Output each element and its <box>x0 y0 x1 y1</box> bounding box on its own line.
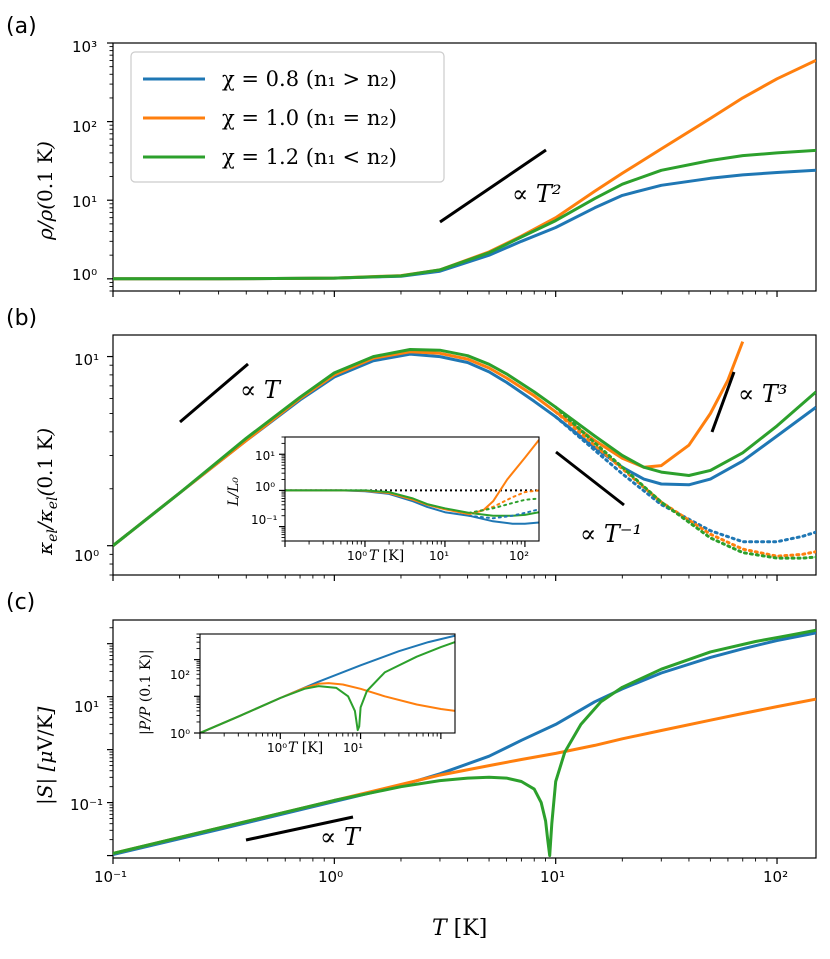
inset-b-series-3 <box>468 508 539 520</box>
panel-b-series-5 <box>554 405 816 560</box>
panel-b-ticks <box>107 355 778 581</box>
legend-label-0: χ = 0.8 (n₁ > n₂) <box>222 67 397 91</box>
panel-c-series-2 <box>113 628 816 858</box>
slope-line-tm1 <box>555 450 625 507</box>
annotation-prop-t3: ∝ T³ <box>738 380 788 408</box>
panel-label-b: (b) <box>6 306 37 331</box>
y-tick-a-3: 10³ <box>72 38 97 56</box>
panel-c-frame <box>112 619 817 859</box>
panel-label-c: (c) <box>6 590 35 615</box>
inset-b-x-tick-1: 10¹ <box>429 549 449 563</box>
y-tick-c-1: 10⁻¹ <box>70 796 103 814</box>
y-label-a: ρ/ρ(0.1 K) <box>33 141 57 241</box>
inset-c-y-tick-1: 10⁰ <box>170 727 190 741</box>
slope-line-t2 <box>439 148 547 224</box>
inset-c-x-tick-1: 10¹ <box>343 741 363 755</box>
inset-b-ticks <box>279 436 526 547</box>
panel-b-series-4 <box>554 410 816 558</box>
panel-label-a: (a) <box>6 14 37 39</box>
panel-b-frame <box>112 334 817 576</box>
y-tick-c-0: 10¹ <box>74 698 99 716</box>
inset-b-y-tick-0: 10¹ <box>255 449 275 463</box>
panel-a-series-2 <box>113 148 816 281</box>
inset-b-x-tick-0: 10⁰ <box>347 549 367 563</box>
inset-b-series-5 <box>468 497 539 514</box>
inset-b-x-label: T [K] <box>369 548 404 564</box>
y-tick-b-0: 10⁰ <box>74 547 99 565</box>
y-tick-a-0: 10⁰ <box>72 266 97 284</box>
inset-b-frame <box>284 436 540 542</box>
panel-a-frame <box>112 42 817 292</box>
x-tick-2: 10¹ <box>540 868 565 886</box>
panel-a-lines <box>113 59 816 281</box>
annotation-prop-t2: ∝ T² <box>512 180 562 208</box>
panel-b: ∝ T ∝ T³ ∝ T⁻¹ 10⁰ 10¹ κel/κel(0.1 K) 10… <box>33 334 817 581</box>
inset-c-lines <box>200 634 455 733</box>
y-label-c: |S| [μV/K] <box>33 707 58 805</box>
panel-a-ticks <box>107 42 778 297</box>
panel-b-series-3 <box>554 415 816 544</box>
x-tick-1: 10⁰ <box>318 868 343 886</box>
legend-label-2: χ = 1.2 (n₁ < n₂) <box>222 145 397 169</box>
legend-box <box>130 51 445 183</box>
inset-b-y-tick-2: 10⁻¹ <box>251 513 278 527</box>
inset-b-series-2 <box>285 489 539 517</box>
inset-c-x-tick-0: 10⁰ <box>267 741 287 755</box>
inset-c-ticks <box>194 633 442 739</box>
slope-line-c-t <box>245 815 354 842</box>
inset-b: 10¹ 10⁰ 10⁻¹ L/L₀ 10⁰ T [K] 10¹ 10² <box>226 436 540 564</box>
slope-line-t <box>179 362 249 424</box>
panel-b-lines <box>113 341 816 560</box>
annotation-prop-tm1: ∝ T⁻¹ <box>580 520 642 548</box>
annotation-prop-t: ∝ T <box>240 376 282 404</box>
x-tick-0: 10⁻¹ <box>94 868 127 886</box>
y-tick-a-1: 10¹ <box>72 193 97 211</box>
inset-b-y-tick-1: 10⁰ <box>255 480 275 494</box>
annotation-c-prop-t: ∝ T <box>320 823 362 851</box>
inset-c-y-tick-0: 10² <box>170 668 190 682</box>
panel-c-lines <box>113 628 816 858</box>
inset-c-y-label: |P/P (0.1 K)| <box>138 649 154 735</box>
inset-b-lines <box>285 439 539 525</box>
slope-line-t3 <box>710 371 736 433</box>
inset-c-x-label: T [K] <box>288 740 323 756</box>
inset-b-series-4 <box>468 489 539 516</box>
inset-c-series-2 <box>200 641 455 733</box>
x-tick-3: 10² <box>763 868 788 886</box>
panel-a: ∝ T² 10⁰ 10¹ 10² 10³ ρ/ρ(0.1 K) χ = 0.8 … <box>33 38 817 297</box>
panel-c: ∝ T 10¹ 10⁻¹ |S| [μV/K] 10² 10⁰ |P/P (0.… <box>33 619 817 941</box>
legend-label-1: χ = 1.0 (n₁ = n₂) <box>222 106 397 130</box>
inset-c: 10² 10⁰ |P/P (0.1 K)| 10⁰ T [K] 10¹ <box>138 633 456 756</box>
inset-b-x-tick-2: 10² <box>509 549 529 563</box>
panel-c-ticks <box>107 627 778 864</box>
x-label: T [K] <box>432 916 487 941</box>
legend: χ = 0.8 (n₁ > n₂) χ = 1.0 (n₁ = n₂) χ = … <box>130 51 445 183</box>
y-tick-b-1: 10¹ <box>74 351 99 369</box>
panel-b-series-2 <box>113 348 816 547</box>
inset-b-y-label: L/L₀ <box>226 477 242 507</box>
y-label-b: κel/κel(0.1 K) <box>33 428 61 556</box>
y-tick-a-2: 10² <box>72 118 97 136</box>
inset-c-frame <box>199 633 456 734</box>
